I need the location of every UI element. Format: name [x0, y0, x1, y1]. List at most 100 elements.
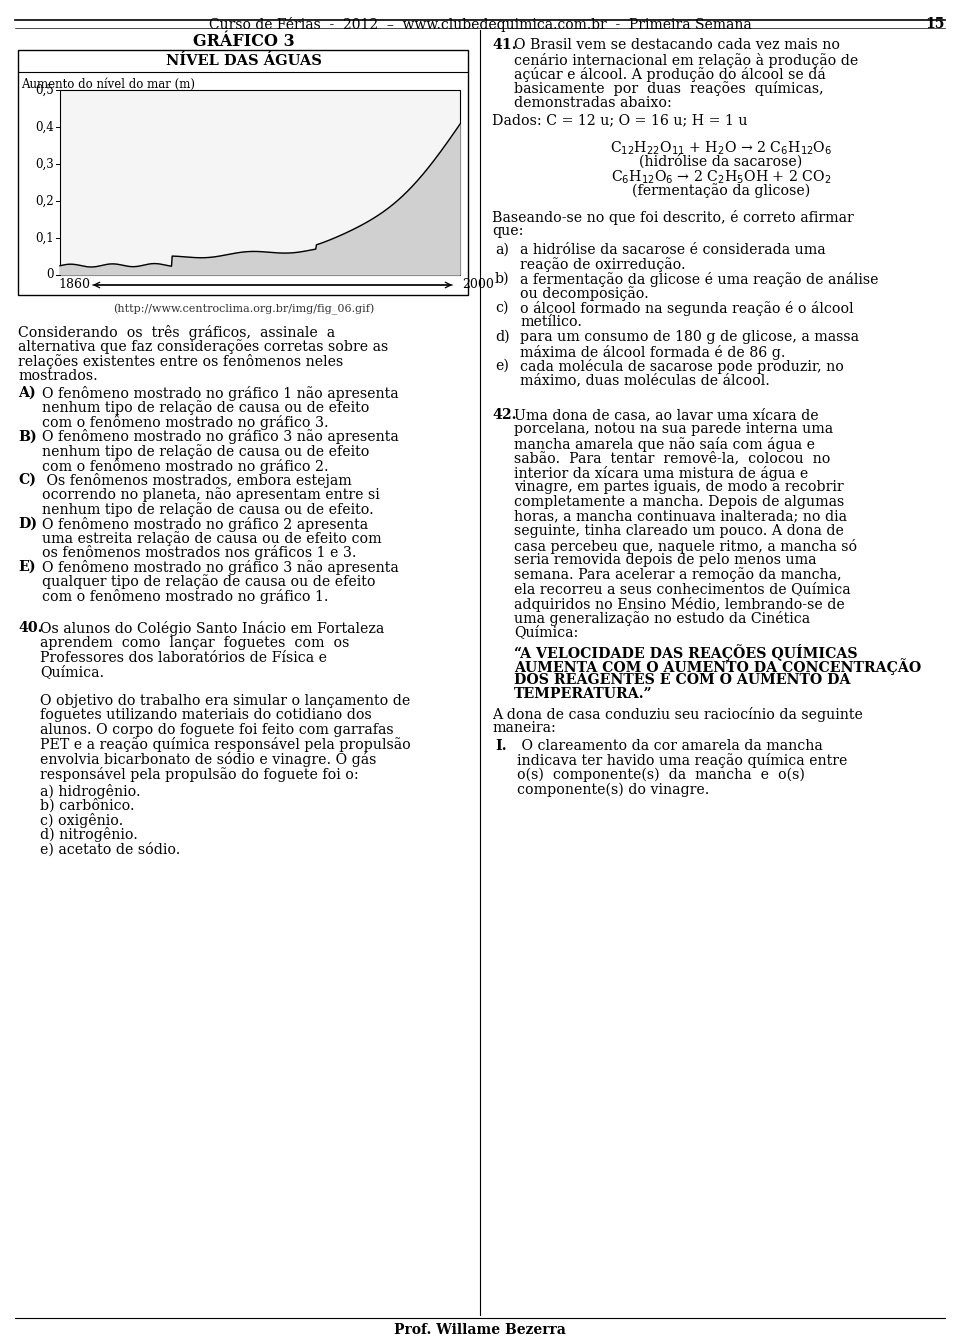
- Text: A dona de casa conduziu seu raciocínio da seguinte: A dona de casa conduziu seu raciocínio d…: [492, 708, 863, 722]
- Text: foguetes utilizando materiais do cotidiano dos: foguetes utilizando materiais do cotidia…: [40, 709, 372, 722]
- Text: 41.: 41.: [492, 38, 516, 52]
- Text: d): d): [495, 330, 510, 344]
- Text: máximo, duas moléculas de álcool.: máximo, duas moléculas de álcool.: [520, 374, 770, 387]
- Text: 0,2: 0,2: [36, 194, 54, 208]
- Text: os fenômenos mostrados nos gráficos 1 e 3.: os fenômenos mostrados nos gráficos 1 e …: [42, 545, 356, 560]
- Text: cada molécula de sacarose pode produzir, no: cada molécula de sacarose pode produzir,…: [520, 359, 844, 374]
- Text: 0,5: 0,5: [36, 83, 54, 96]
- Text: responsável pela propulsão do foguete foi o:: responsável pela propulsão do foguete fo…: [40, 766, 359, 781]
- Text: reação de oxirredução.: reação de oxirredução.: [520, 257, 685, 272]
- Text: Baseando-se no que foi descrito, é correto afirmar: Baseando-se no que foi descrito, é corre…: [492, 210, 853, 225]
- Text: PET e a reação química responsável pela propulsão: PET e a reação química responsável pela …: [40, 737, 411, 753]
- Text: para um consumo de 180 g de glicose, a massa: para um consumo de 180 g de glicose, a m…: [520, 330, 859, 344]
- Text: sabão.  Para  tentar  removê-la,  colocou  no: sabão. Para tentar removê-la, colocou no: [514, 452, 830, 465]
- Text: adquiridos no Ensino Médio, lembrando-se de: adquiridos no Ensino Médio, lembrando-se…: [514, 596, 845, 611]
- Text: 42.: 42.: [492, 407, 516, 422]
- Text: ela recorreu a seus conhecimentos de Química: ela recorreu a seus conhecimentos de Quí…: [514, 582, 851, 596]
- Text: NÍVEL DAS ÁGUAS: NÍVEL DAS ÁGUAS: [166, 54, 322, 68]
- Text: 0: 0: [46, 268, 54, 281]
- Text: cenário internacional em relação à produção de: cenário internacional em relação à produ…: [514, 52, 858, 67]
- Text: e): e): [495, 359, 509, 373]
- Text: O objetivo do trabalho era simular o lançamento de: O objetivo do trabalho era simular o lan…: [40, 694, 410, 708]
- Text: Uma dona de casa, ao lavar uma xícara de: Uma dona de casa, ao lavar uma xícara de: [514, 407, 819, 422]
- Bar: [18, 50, 468, 295]
- Text: 0,4: 0,4: [36, 121, 54, 134]
- Text: A): A): [18, 386, 36, 401]
- Text: 0,3: 0,3: [36, 158, 54, 170]
- Text: mostrados.: mostrados.: [18, 369, 98, 382]
- Text: O fenômeno mostrado no gráfico 3 não apresenta: O fenômeno mostrado no gráfico 3 não apr…: [42, 430, 398, 445]
- Text: nenhum tipo de relação de causa ou de efeito: nenhum tipo de relação de causa ou de ef…: [42, 401, 370, 415]
- Text: seria removida depois de pelo menos uma: seria removida depois de pelo menos uma: [514, 553, 817, 567]
- Text: Dados: C = 12 u; O = 16 u; H = 1 u: Dados: C = 12 u; O = 16 u; H = 1 u: [492, 114, 748, 127]
- Text: GRÁFICO 3: GRÁFICO 3: [193, 34, 295, 51]
- Text: Os alunos do Colégio Santo Inácio em Fortaleza: Os alunos do Colégio Santo Inácio em For…: [40, 622, 384, 636]
- Text: a) hidrogênio.: a) hidrogênio.: [40, 784, 140, 799]
- Text: seguinte, tinha clareado um pouco. A dona de: seguinte, tinha clareado um pouco. A don…: [514, 524, 844, 537]
- Text: horas, a mancha continuava inalterada; no dia: horas, a mancha continuava inalterada; n…: [514, 509, 847, 524]
- Text: alternativa que faz considerações corretas sobre as: alternativa que faz considerações corret…: [18, 339, 388, 354]
- Text: TEMPERATURA.”: TEMPERATURA.”: [514, 687, 653, 702]
- Text: C$_{12}$H$_{22}$O$_{11}$ + H$_{2}$O → 2 C$_{6}$H$_{12}$O$_{6}$: C$_{12}$H$_{22}$O$_{11}$ + H$_{2}$O → 2 …: [610, 139, 832, 157]
- Text: maneira:: maneira:: [492, 721, 556, 736]
- Text: b) carbônico.: b) carbônico.: [40, 799, 134, 813]
- Text: máxima de álcool formada é de 86 g.: máxima de álcool formada é de 86 g.: [520, 344, 785, 359]
- Text: demonstradas abaixo:: demonstradas abaixo:: [514, 96, 672, 110]
- Text: ocorrendo no planeta, não apresentam entre si: ocorrendo no planeta, não apresentam ent…: [42, 488, 380, 502]
- Text: 2000: 2000: [462, 279, 493, 292]
- Text: componente(s) do vinagre.: componente(s) do vinagre.: [517, 783, 709, 797]
- Text: a hidrólise da sacarose é considerada uma: a hidrólise da sacarose é considerada um…: [520, 243, 826, 257]
- Text: indicava ter havido uma reação química entre: indicava ter havido uma reação química e…: [517, 753, 848, 769]
- Text: 0,1: 0,1: [36, 232, 54, 244]
- Text: C): C): [18, 473, 36, 486]
- Text: semana. Para acelerar a remoção da mancha,: semana. Para acelerar a remoção da manch…: [514, 568, 842, 583]
- Text: Considerando  os  três  gráficos,  assinale  a: Considerando os três gráficos, assinale …: [18, 326, 335, 340]
- Text: O fenômeno mostrado no gráfico 3 não apresenta: O fenômeno mostrado no gráfico 3 não apr…: [42, 560, 398, 575]
- Text: O Brasil vem se destacando cada vez mais no: O Brasil vem se destacando cada vez mais…: [514, 38, 840, 52]
- Text: porcelana, notou na sua parede interna uma: porcelana, notou na sua parede interna u…: [514, 422, 833, 437]
- Text: O clareamento da cor amarela da mancha: O clareamento da cor amarela da mancha: [517, 738, 823, 753]
- Text: mancha amarela que não saía com água e: mancha amarela que não saía com água e: [514, 437, 815, 452]
- Text: E): E): [18, 560, 36, 574]
- Text: a fermentação da glicose é uma reação de análise: a fermentação da glicose é uma reação de…: [520, 272, 878, 287]
- Text: Prof. Willame Bezerra: Prof. Willame Bezerra: [394, 1323, 566, 1337]
- Text: (http://www.centroclima.org.br/img/fig_06.gif): (http://www.centroclima.org.br/img/fig_0…: [113, 303, 374, 315]
- Text: a): a): [495, 243, 509, 257]
- Polygon shape: [60, 125, 460, 275]
- Text: d) nitrogênio.: d) nitrogênio.: [40, 828, 138, 843]
- Text: c): c): [495, 302, 509, 315]
- Text: 40.: 40.: [18, 622, 42, 635]
- Text: relações existentes entre os fenômenos neles: relações existentes entre os fenômenos n…: [18, 354, 344, 368]
- Text: B): B): [18, 430, 36, 444]
- Text: O fenômeno mostrado no gráfico 1 não apresenta: O fenômeno mostrado no gráfico 1 não apr…: [42, 386, 398, 401]
- Text: metílico.: metílico.: [520, 315, 582, 330]
- Text: (hidrólise da sacarose): (hidrólise da sacarose): [639, 154, 803, 169]
- Text: completamente a mancha. Depois de algumas: completamente a mancha. Depois de alguma…: [514, 494, 844, 509]
- Text: com o fenômeno mostrado no gráfico 2.: com o fenômeno mostrado no gráfico 2.: [42, 458, 328, 473]
- Text: 15: 15: [925, 17, 945, 31]
- Text: vinagre, em partes iguais, de modo a recobrir: vinagre, em partes iguais, de modo a rec…: [514, 481, 844, 494]
- Text: DOS REAGENTES E COM O AUMENTO DA: DOS REAGENTES E COM O AUMENTO DA: [514, 673, 851, 687]
- Text: 1860: 1860: [58, 279, 90, 292]
- Text: Aumento do nível do mar (m): Aumento do nível do mar (m): [21, 78, 195, 91]
- Text: Os fenômenos mostrados, embora estejam: Os fenômenos mostrados, embora estejam: [42, 473, 351, 488]
- Text: casa percebeu que, naquele ritmo, a mancha só: casa percebeu que, naquele ritmo, a manc…: [514, 539, 857, 553]
- Bar: [60, 90, 460, 275]
- Text: “A VELOCIDADE DAS REAÇÕES QUÍMICAS: “A VELOCIDADE DAS REAÇÕES QUÍMICAS: [514, 645, 857, 661]
- Text: qualquer tipo de relação de causa ou de efeito: qualquer tipo de relação de causa ou de …: [42, 575, 375, 590]
- Text: Professores dos laboratórios de Física e: Professores dos laboratórios de Física e: [40, 650, 327, 665]
- Text: com o fenômeno mostrado no gráfico 3.: com o fenômeno mostrado no gráfico 3.: [42, 415, 328, 430]
- Text: Química:: Química:: [514, 626, 578, 639]
- Text: O fenômeno mostrado no gráfico 2 apresenta: O fenômeno mostrado no gráfico 2 apresen…: [42, 516, 368, 532]
- Text: o álcool formado na segunda reação é o álcool: o álcool formado na segunda reação é o á…: [520, 302, 853, 316]
- Text: (fermentação da glicose): (fermentação da glicose): [632, 184, 810, 198]
- Text: nenhum tipo de relação de causa ou de efeito.: nenhum tipo de relação de causa ou de ef…: [42, 502, 373, 517]
- Text: açúcar e álcool. A produção do álcool se dá: açúcar e álcool. A produção do álcool se…: [514, 67, 826, 82]
- Text: que:: que:: [492, 225, 523, 239]
- Text: o(s)  componente(s)  da  mancha  e  o(s): o(s) componente(s) da mancha e o(s): [517, 768, 804, 783]
- Text: envolvia bicarbonato de sódio e vinagre. O gás: envolvia bicarbonato de sódio e vinagre.…: [40, 752, 376, 766]
- Text: aprendem  como  lançar  foguetes  com  os: aprendem como lançar foguetes com os: [40, 636, 349, 650]
- Text: Curso de Férias  -  2012  –  www.clubedequimica.com.br  -  Primeira Semana: Curso de Férias - 2012 – www.clubedequim…: [208, 16, 752, 32]
- Text: AUMENTA COM O AUMENTO DA CONCENTRAÇÃO: AUMENTA COM O AUMENTO DA CONCENTRAÇÃO: [514, 658, 922, 675]
- Text: e) acetato de sódio.: e) acetato de sódio.: [40, 842, 180, 856]
